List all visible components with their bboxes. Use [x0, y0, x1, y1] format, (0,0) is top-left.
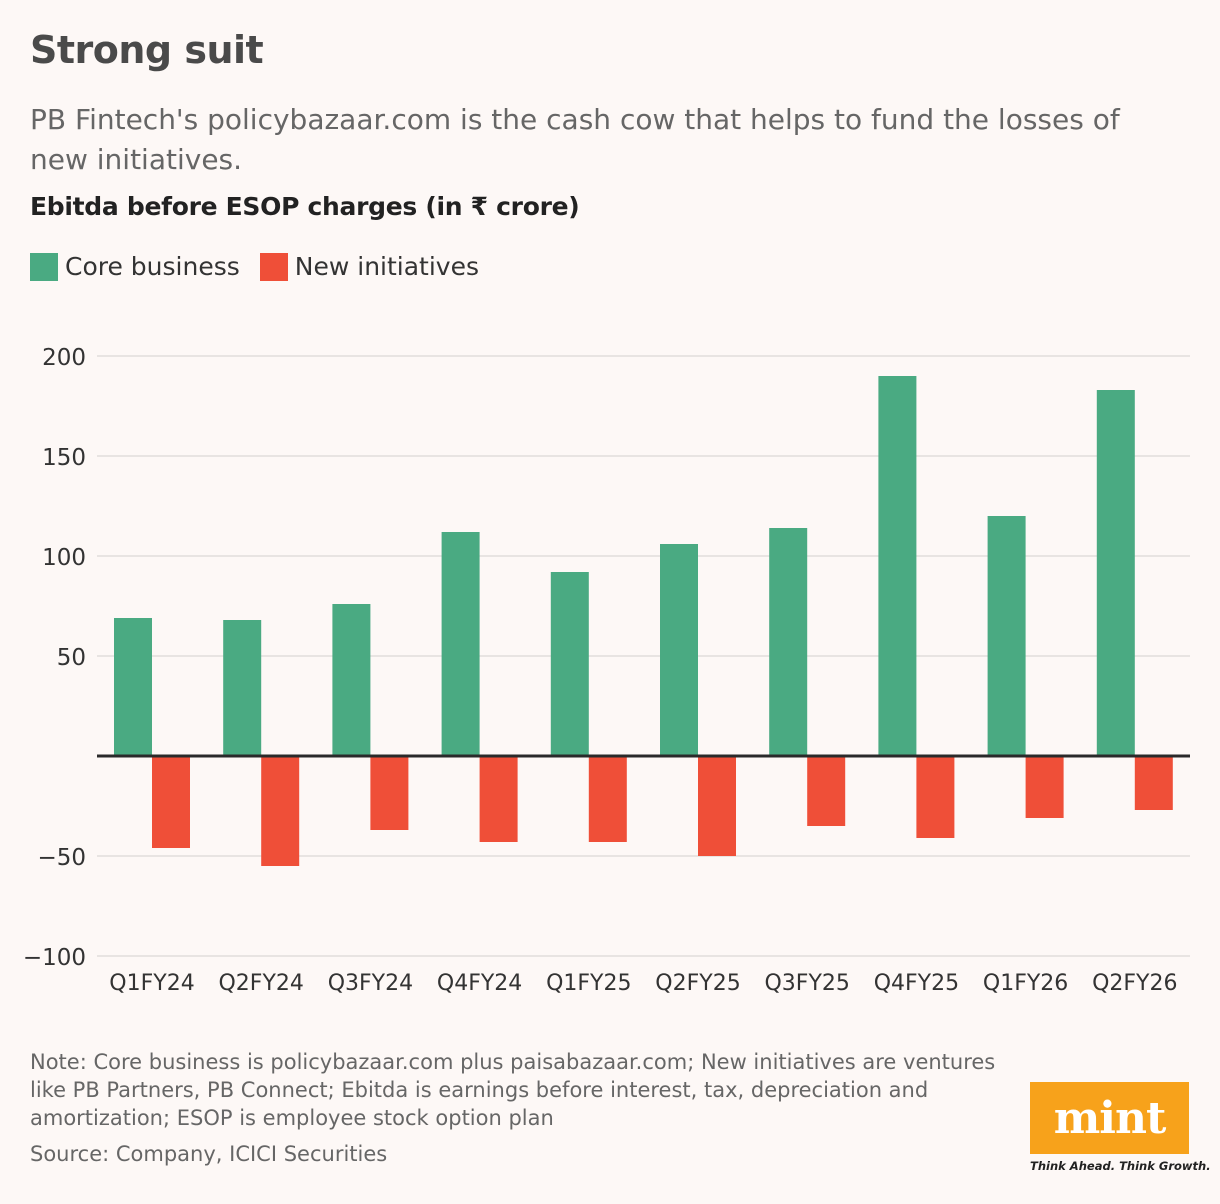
bar-core-business — [550, 572, 589, 756]
bar-core-business — [114, 618, 152, 756]
legend-swatch-new — [259, 252, 288, 281]
x-tick-label: Q1FY24 — [109, 971, 194, 996]
y-tick-label: −50 — [37, 845, 86, 871]
legend-swatch-core — [30, 252, 58, 281]
bar-core-business — [223, 620, 262, 756]
chart-title: Strong suit — [30, 28, 264, 72]
x-tick-label: Q3FY24 — [328, 971, 413, 996]
x-tick-label: Q4FY25 — [874, 971, 959, 996]
x-tick-label: Q2FY25 — [655, 971, 740, 996]
bar-core-business — [441, 532, 480, 756]
bar-core-business — [660, 544, 698, 756]
chart-source: Source: Company, ICICI Securities — [30, 1142, 388, 1166]
x-tick-label: Q3FY25 — [764, 971, 849, 996]
bar-new-initiatives — [370, 756, 409, 830]
logo-wordmark: mint — [1053, 1092, 1167, 1144]
mint-logo: mint — [1030, 1082, 1189, 1154]
bar-new-initiatives — [1025, 756, 1064, 818]
y-tick-label: 100 — [42, 545, 86, 571]
bar-core-business — [878, 376, 917, 756]
bar-new-initiatives — [916, 756, 955, 838]
legend-item-core: Core business — [30, 252, 240, 281]
bar-new-initiatives — [152, 756, 190, 848]
bar-core-business — [332, 604, 371, 756]
legend-item-new: New initiatives — [259, 252, 480, 281]
x-tick-label: Q1FY25 — [546, 971, 631, 996]
x-tick-label: Q1FY26 — [983, 971, 1068, 996]
y-tick-label: −100 — [23, 945, 86, 971]
y-tick-label: 50 — [57, 645, 86, 671]
bar-new-initiatives — [1134, 756, 1173, 810]
chart-measure-label: Ebitda before ESOP charges (in ₹ crore) — [30, 192, 580, 221]
chart-note: Note: Core business is policybazaar.com … — [30, 1050, 996, 1130]
y-tick-label: 150 — [42, 445, 86, 471]
x-tick-label: Q4FY24 — [437, 971, 522, 996]
legend: Core business New initiatives — [30, 252, 499, 281]
bar-new-initiatives — [479, 756, 518, 842]
legend-label-core: Core business — [65, 252, 240, 281]
y-tick-label: 200 — [42, 345, 86, 371]
x-tick-label: Q2FY24 — [218, 971, 303, 996]
x-tick-label: Q2FY26 — [1092, 971, 1177, 996]
bar-new-initiatives — [588, 756, 627, 842]
legend-label-new: New initiatives — [294, 252, 480, 281]
bar-new-initiatives — [807, 756, 846, 826]
bar-core-business — [769, 528, 808, 756]
bar-new-initiatives — [261, 756, 300, 866]
bar-core-business — [987, 516, 1026, 756]
bar-core-business — [1096, 390, 1135, 756]
logo-tagline: Think Ahead. Think Growth. — [1030, 1159, 1211, 1173]
bar-new-initiatives — [698, 756, 736, 856]
chart-subtitle: PB Fintech's policybazaar.com is the cas… — [30, 103, 1120, 176]
